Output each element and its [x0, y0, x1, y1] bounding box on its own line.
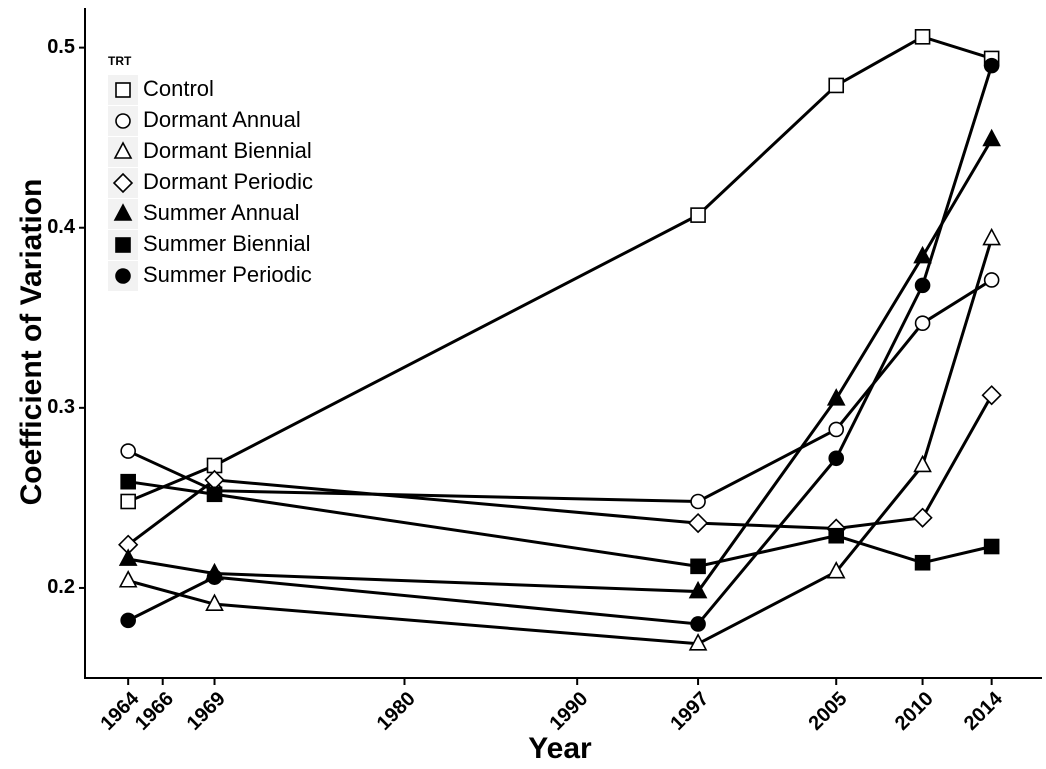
marker: [913, 245, 932, 264]
marker: [120, 612, 136, 629]
marker: [982, 227, 1001, 246]
marker: [982, 128, 1001, 147]
legend-label: Control: [143, 76, 214, 101]
marker: [913, 454, 932, 473]
marker: [914, 277, 931, 294]
series-line: [127, 65, 994, 626]
marker: [828, 450, 845, 467]
legend-label: Dormant Biennial: [143, 138, 312, 163]
marker: [914, 315, 931, 331]
marker: [206, 486, 223, 503]
legend: TRT Control Dormant Annual Dormant Biennial…: [108, 54, 313, 291]
marker: [914, 29, 931, 45]
x-axis-title: Year: [528, 732, 592, 765]
legend-label: Summer Biennial: [143, 231, 311, 256]
legend-label: Summer Periodic: [143, 262, 312, 287]
legend-marker: [113, 141, 133, 159]
marker: [828, 421, 845, 438]
series-line: [127, 480, 992, 568]
legend-marker: [115, 237, 131, 253]
x-tick-label: 2010: [891, 688, 938, 735]
marker: [688, 580, 708, 599]
x-tick-label: 1980: [373, 688, 420, 735]
x-tick-label: 2005: [804, 688, 851, 735]
marker: [690, 616, 706, 632]
x-tick-label: 1964: [96, 687, 144, 735]
legend-label: Dormant Annual: [143, 107, 301, 132]
legend-marker: [112, 172, 134, 194]
legend-title: TRT: [108, 54, 132, 68]
legend-label: Dormant Periodic: [143, 169, 313, 194]
legend-marker: [115, 82, 131, 98]
legend-marker: [113, 203, 133, 221]
marker: [828, 77, 845, 94]
series-line: [127, 35, 993, 503]
marker: [688, 633, 708, 651]
marker: [690, 493, 706, 510]
legend-marker: [115, 113, 131, 129]
x-tick-label: 2014: [960, 687, 1008, 735]
marker: [983, 538, 1000, 555]
marker: [983, 57, 1000, 74]
marker: [687, 512, 709, 534]
marker: [826, 388, 846, 406]
marker: [205, 593, 224, 611]
marker: [828, 527, 845, 544]
marker: [690, 558, 706, 575]
x-tick-label: 1966: [131, 688, 178, 735]
x-tick-label: 1990: [545, 688, 592, 735]
x-tick-label: 1997: [666, 688, 713, 735]
y-tick-label: 0.3: [47, 396, 75, 418]
marker: [690, 207, 706, 223]
marker: [914, 554, 931, 571]
marker: [981, 385, 1002, 406]
marker: [118, 548, 138, 566]
marker: [120, 473, 136, 490]
marker: [120, 493, 136, 510]
y-tick-label: 0.2: [47, 576, 75, 598]
legend-label: Summer Annual: [143, 200, 300, 225]
marker: [826, 561, 846, 579]
y-tick-label: 0.5: [47, 36, 75, 58]
legend-marker: [115, 268, 131, 284]
marker: [983, 272, 1000, 288]
series-line: [127, 138, 993, 594]
y-axis-title: Coefficient of Variation: [15, 179, 48, 506]
series-line: [127, 394, 993, 546]
y-tick-label: 0.4: [47, 216, 76, 238]
x-tick-label: 1969: [183, 688, 230, 735]
marker: [118, 570, 138, 588]
marker: [120, 443, 136, 459]
marker: [912, 507, 933, 528]
marker: [206, 569, 223, 585]
series-line: [127, 238, 994, 646]
series-line: [127, 278, 993, 504]
